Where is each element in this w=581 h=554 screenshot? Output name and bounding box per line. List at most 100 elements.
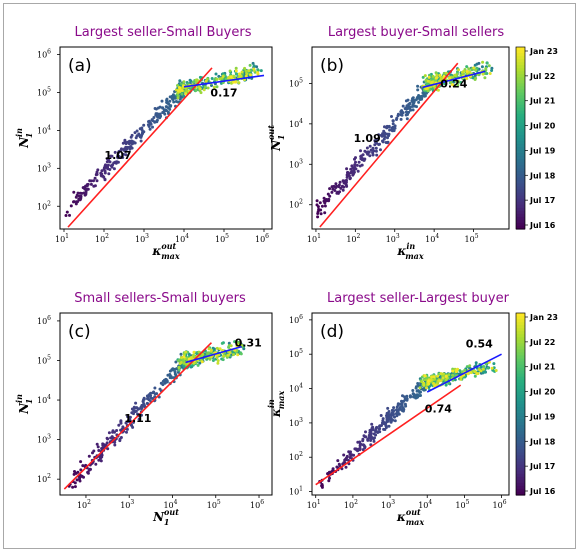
- data-point: [168, 107, 172, 111]
- colorbar-segment: [516, 410, 525, 414]
- data-point: [207, 347, 211, 351]
- colorbar-segment: [516, 388, 525, 393]
- data-point: [87, 454, 91, 458]
- fit-line-high: [185, 345, 242, 364]
- data-point: [244, 69, 248, 73]
- data-point: [490, 69, 494, 72]
- data-point: [392, 409, 396, 413]
- data-point: [133, 141, 137, 145]
- data-point: [75, 478, 79, 482]
- data-point: [393, 415, 396, 419]
- data-point: [133, 131, 137, 135]
- y-axis-label: Nout1: [266, 125, 286, 152]
- data-point: [451, 83, 454, 87]
- colorbar-segment: [516, 422, 525, 426]
- data-point: [342, 185, 346, 189]
- slope-label: 0.74: [425, 403, 452, 416]
- data-point: [107, 158, 110, 162]
- data-point: [204, 79, 208, 83]
- y-tick-label: 105: [289, 77, 303, 88]
- colorbar-segment: [516, 141, 525, 145]
- data-point: [425, 82, 429, 86]
- y-tick-label: 105: [37, 354, 51, 365]
- data-point: [474, 361, 478, 365]
- data-point: [100, 172, 104, 176]
- data-point: [328, 476, 331, 480]
- data-point: [392, 412, 395, 416]
- colorbar-segment: [516, 122, 525, 127]
- y-tick-label: 105: [37, 87, 51, 98]
- data-point: [255, 65, 259, 69]
- data-point: [451, 373, 455, 377]
- data-point: [172, 100, 176, 104]
- data-point: [349, 450, 352, 454]
- data-point: [95, 442, 99, 446]
- colorbar-segment: [516, 358, 525, 363]
- data-point: [433, 377, 437, 381]
- data-point: [399, 117, 403, 121]
- data-point: [194, 78, 198, 82]
- data-point: [378, 142, 381, 146]
- colorbar-segment: [516, 316, 525, 320]
- data-point: [178, 86, 182, 90]
- data-point: [92, 179, 95, 183]
- data-point: [252, 64, 256, 68]
- data-point: [94, 462, 98, 466]
- data-point: [419, 394, 422, 397]
- colorbar-segment: [516, 319, 525, 323]
- colorbar-segment: [516, 56, 525, 60]
- data-point: [401, 104, 405, 108]
- data-point: [417, 100, 421, 104]
- data-point: [121, 156, 125, 159]
- data-point: [405, 117, 409, 121]
- colorbar-segment: [516, 367, 525, 372]
- data-point: [215, 346, 219, 350]
- colorbar-segment: [516, 461, 525, 466]
- colorbar-segment: [516, 110, 525, 115]
- y-tick-label: 103: [289, 158, 303, 169]
- colorbar-segment: [516, 201, 525, 206]
- data-point: [404, 404, 408, 408]
- data-point: [209, 348, 213, 352]
- colorbar-segment: [516, 340, 525, 344]
- data-point: [201, 352, 205, 356]
- data-point: [434, 78, 437, 82]
- colorbar-segment: [516, 153, 525, 157]
- colorbar-segment: [516, 397, 525, 402]
- data-point: [434, 76, 438, 80]
- data-point: [338, 464, 342, 468]
- colorbar-frame: [515, 312, 526, 496]
- data-point: [384, 426, 388, 429]
- data-point: [100, 169, 104, 173]
- data-point: [316, 215, 320, 219]
- data-point: [448, 76, 451, 80]
- data-point: [393, 126, 397, 130]
- data-point: [229, 344, 233, 348]
- colorbar-segment: [516, 47, 525, 51]
- data-point: [369, 432, 373, 435]
- data-point: [72, 200, 76, 204]
- data-point: [243, 66, 247, 70]
- data-point: [459, 80, 463, 84]
- data-point: [237, 81, 241, 85]
- data-point: [408, 101, 412, 105]
- colorbar-segment: [516, 198, 525, 203]
- colorbar-segment: [516, 425, 525, 429]
- data-point: [378, 427, 382, 431]
- data-point: [125, 427, 129, 431]
- data-point: [110, 165, 114, 169]
- data-point: [366, 438, 370, 442]
- data-point: [75, 193, 79, 197]
- data-point: [355, 163, 359, 167]
- data-point: [391, 418, 395, 422]
- data-point: [194, 88, 198, 92]
- slope-label: 0.24: [440, 77, 467, 90]
- data-point: [218, 347, 222, 351]
- colorbar-segment: [516, 168, 525, 172]
- data-point: [368, 144, 372, 148]
- data-point: [481, 60, 485, 64]
- y-tick-label: 103: [289, 417, 303, 428]
- colorbar-label: Jul 20: [529, 122, 556, 131]
- data-point: [420, 380, 424, 384]
